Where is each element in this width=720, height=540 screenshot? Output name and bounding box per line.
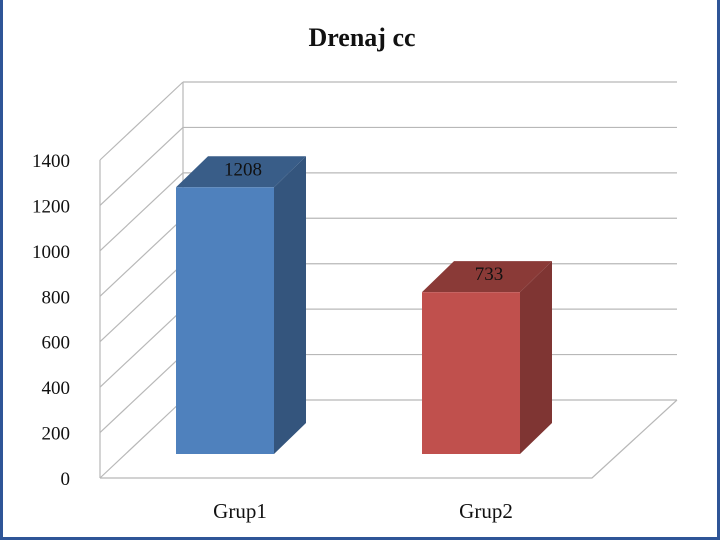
gridline-left xyxy=(99,308,184,388)
data-label: 1208 xyxy=(224,159,262,180)
gridline-left xyxy=(99,81,184,161)
bars xyxy=(176,156,552,454)
category-label: Grup2 xyxy=(459,499,513,523)
bar-front xyxy=(422,292,520,454)
y-tick-label: 1400 xyxy=(32,151,70,172)
bar-grup1 xyxy=(176,156,306,454)
data-labels: 1208 733 xyxy=(224,159,503,285)
bar-side xyxy=(274,156,306,454)
gridline-left xyxy=(99,217,184,297)
y-tick-label: 800 xyxy=(42,287,71,308)
y-tick-label: 1000 xyxy=(32,242,70,263)
y-tick-label: 200 xyxy=(42,424,71,445)
y-tick-label: 0 xyxy=(61,469,71,490)
bar-grup2 xyxy=(422,261,552,454)
bar-front xyxy=(176,187,274,454)
category-labels: Grup1 Grup2 xyxy=(213,499,513,523)
category-label: Grup1 xyxy=(213,499,267,523)
gridline-left xyxy=(99,126,184,206)
gridline-left xyxy=(99,354,184,434)
chart-title: Drenaj cc xyxy=(308,23,415,52)
y-axis-ticks: 0 200 400 600 800 1000 1200 1400 xyxy=(32,151,70,490)
bar-top xyxy=(422,261,552,293)
gridline-left xyxy=(99,172,184,252)
bar-top xyxy=(176,156,306,188)
y-tick-label: 600 xyxy=(42,333,71,354)
data-label: 733 xyxy=(475,264,504,285)
y-tick-label: 1200 xyxy=(32,196,70,217)
floor-edge xyxy=(100,399,678,479)
bar-side xyxy=(520,261,552,454)
gridline-left xyxy=(99,399,184,479)
gridline-left xyxy=(99,263,184,343)
y-tick-label: 400 xyxy=(42,378,71,399)
